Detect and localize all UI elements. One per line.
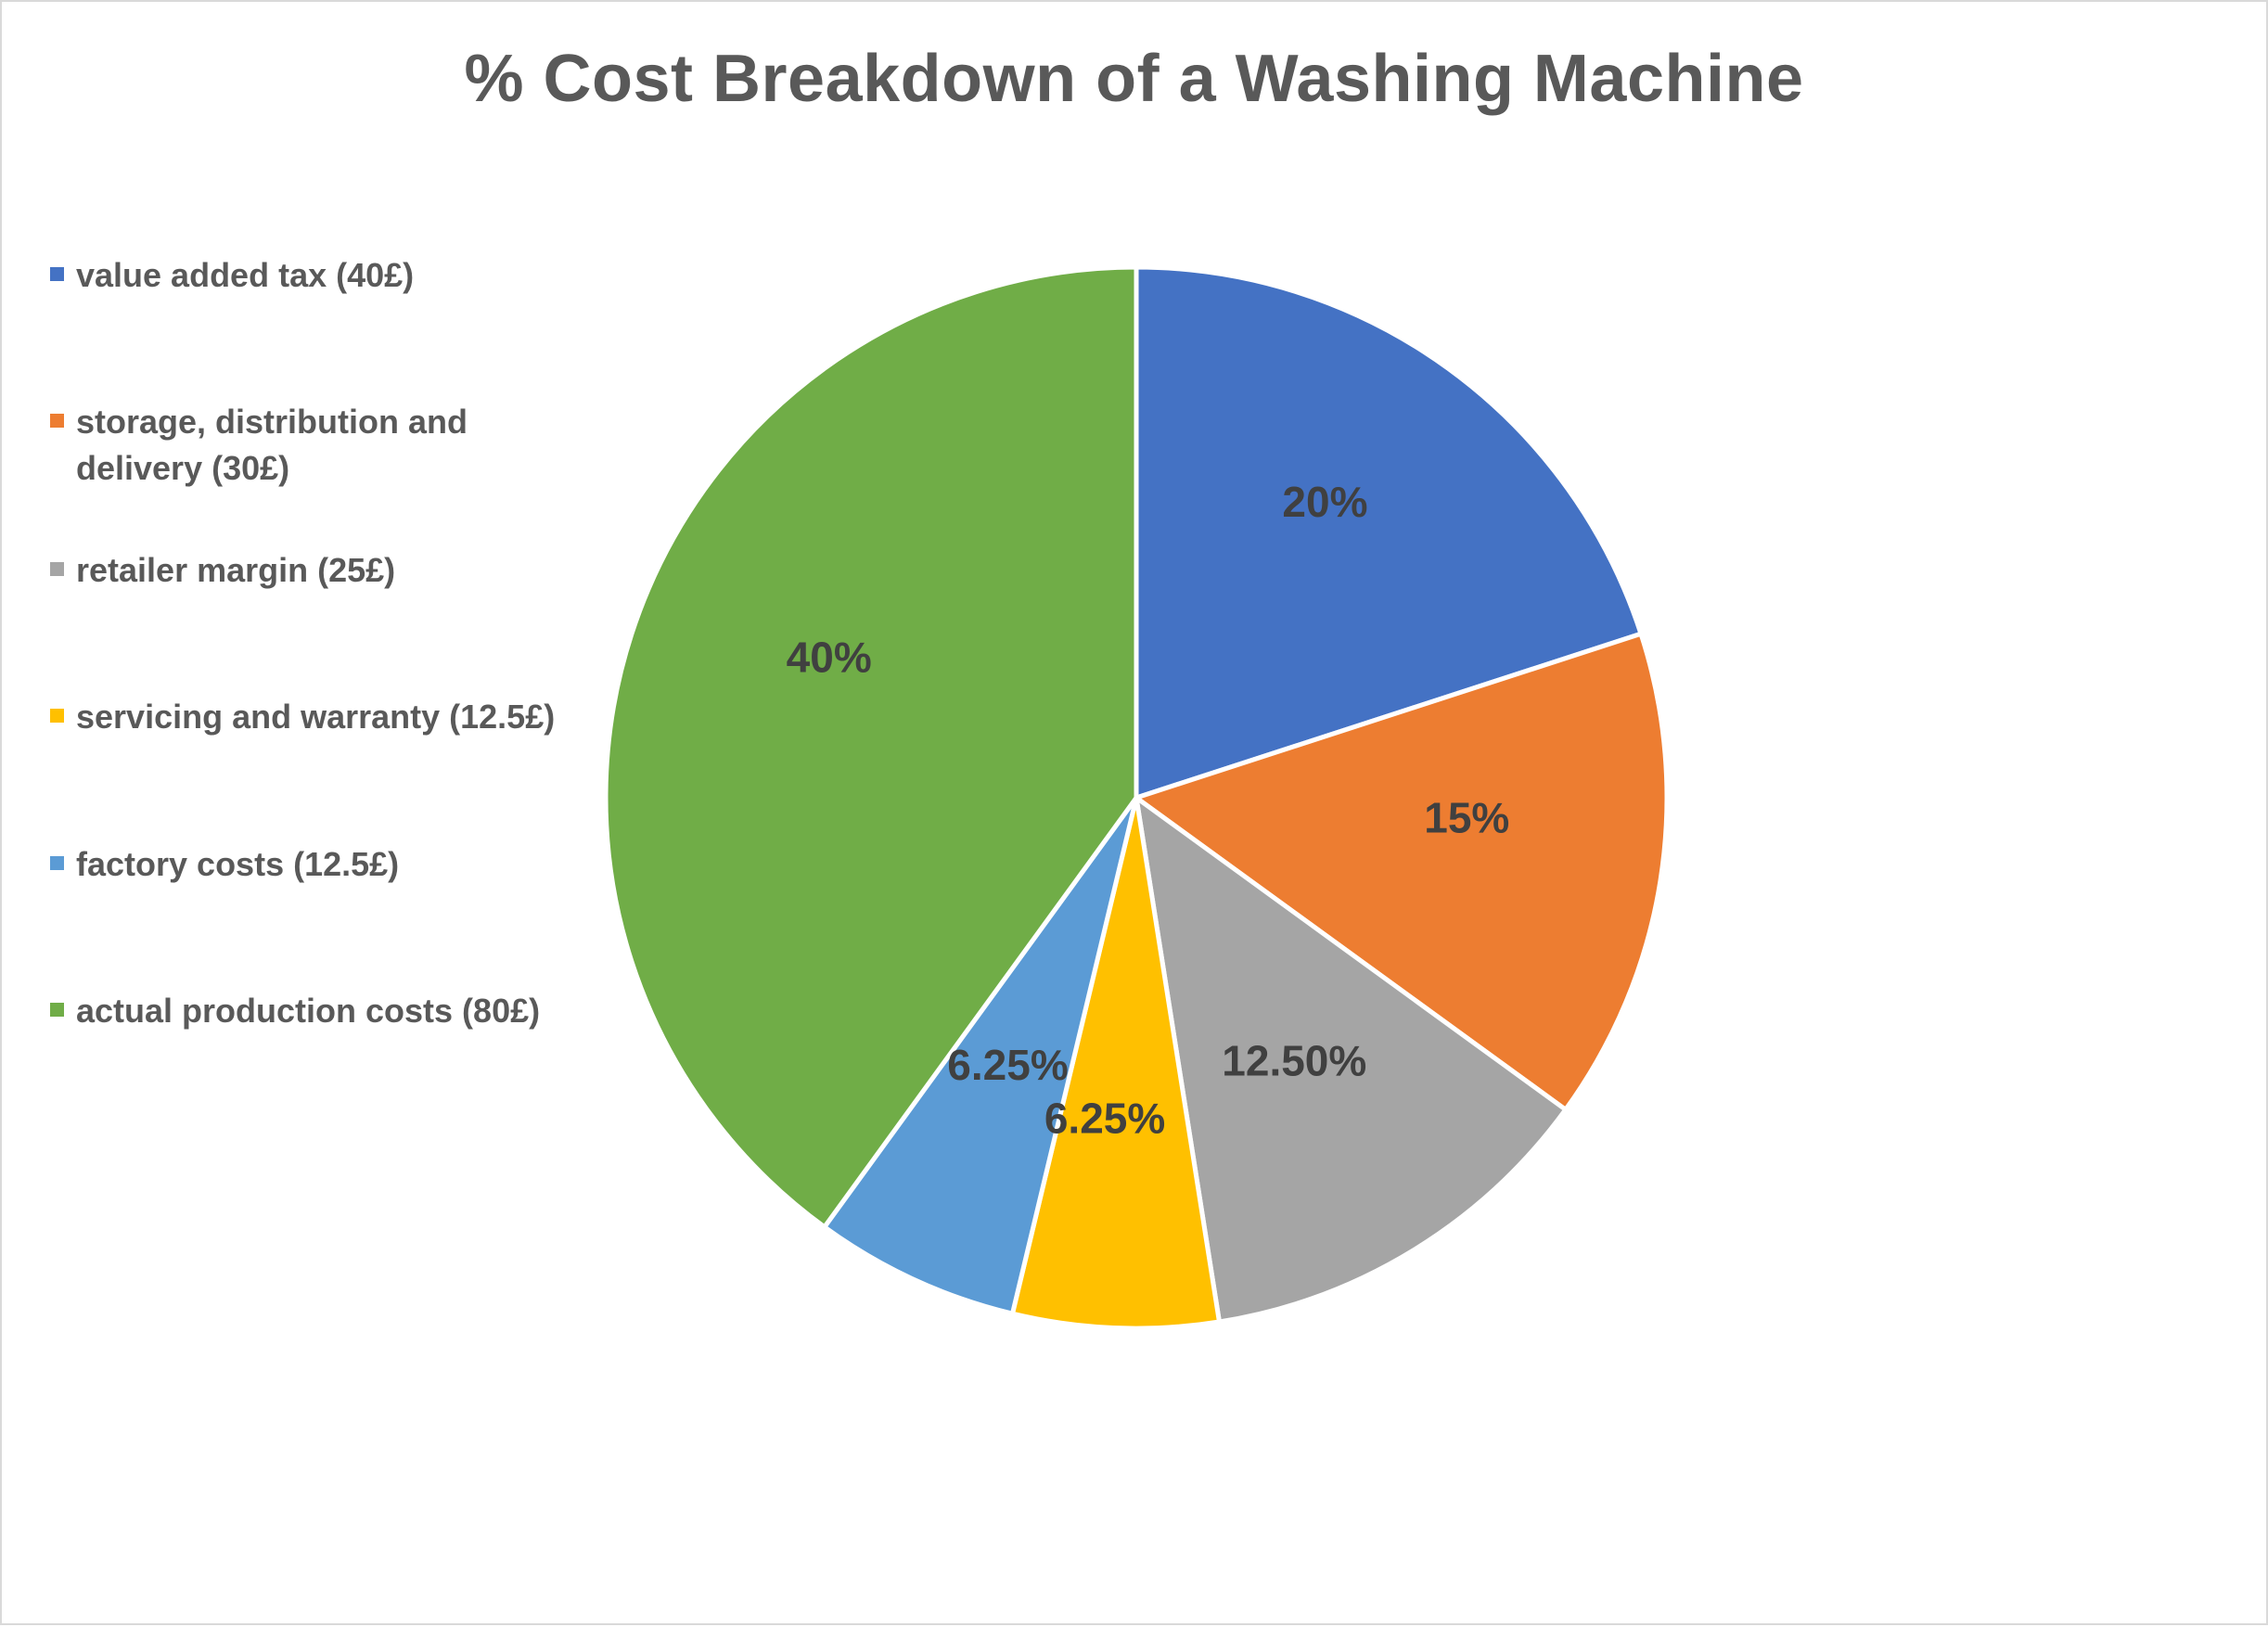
legend-item-retailer-margin: retailer margin (25£) (50, 547, 395, 594)
legend-swatch-servicing-and-warranty (50, 709, 64, 723)
chart-title: % Cost Breakdown of a Washing Machine (464, 42, 1804, 116)
legend-swatch-value-added-tax (50, 267, 64, 281)
legend-item-servicing-and-warranty: servicing and warranty (12.5£) (50, 694, 555, 740)
legend-item-factory-costs: factory costs (12.5£) (50, 841, 399, 888)
pie-slice-value-added-tax (1134, 264, 1644, 801)
pie-slice-servicing-and-warranty (1009, 795, 1222, 1331)
legend-swatch-retailer-margin (50, 562, 64, 576)
data-label-value-added-tax: 20% (1282, 478, 1367, 526)
data-label-factory-costs: 6.25% (947, 1041, 1068, 1089)
pie-slice-storage-distribution-and-delivery (1134, 631, 1670, 1112)
legend-swatch-factory-costs (50, 856, 64, 870)
pie-slice-actual-production-costs (603, 264, 1139, 1230)
legend-label-factory-costs: factory costs (12.5£) (76, 845, 400, 883)
pie-slice-retailer-margin (1134, 795, 1569, 1325)
pie-slice-factory-costs (822, 795, 1139, 1316)
data-label-servicing-and-warranty: 6.25% (1044, 1095, 1165, 1143)
legend-label-storage-distribution-delivery: storage, distribution and delivery (30£) (76, 403, 468, 487)
legend-label-servicing-and-warranty: servicing and warranty (12.5£) (76, 698, 556, 736)
data-label-actual-production-costs: 40% (787, 634, 872, 682)
legend-label-value-added-tax: value added tax (40£) (76, 256, 415, 294)
data-label-storage-distribution-and-delivery: 15% (1424, 794, 1509, 842)
legend-label-retailer-margin: retailer margin (25£) (76, 551, 396, 589)
data-label-retailer-margin: 12.50% (1222, 1037, 1366, 1085)
legend-item-storage-distribution-delivery: storage, distribution and delivery (30£) (50, 399, 577, 492)
legend-item-actual-production-costs: actual production costs (80£) (50, 988, 540, 1034)
legend-label-actual-production-costs: actual production costs (80£) (76, 992, 541, 1030)
legend-swatch-actual-production-costs (50, 1003, 64, 1017)
legend-item-value-added-tax: value added tax (40£) (50, 252, 414, 299)
legend-swatch-storage-distribution-delivery (50, 414, 64, 428)
